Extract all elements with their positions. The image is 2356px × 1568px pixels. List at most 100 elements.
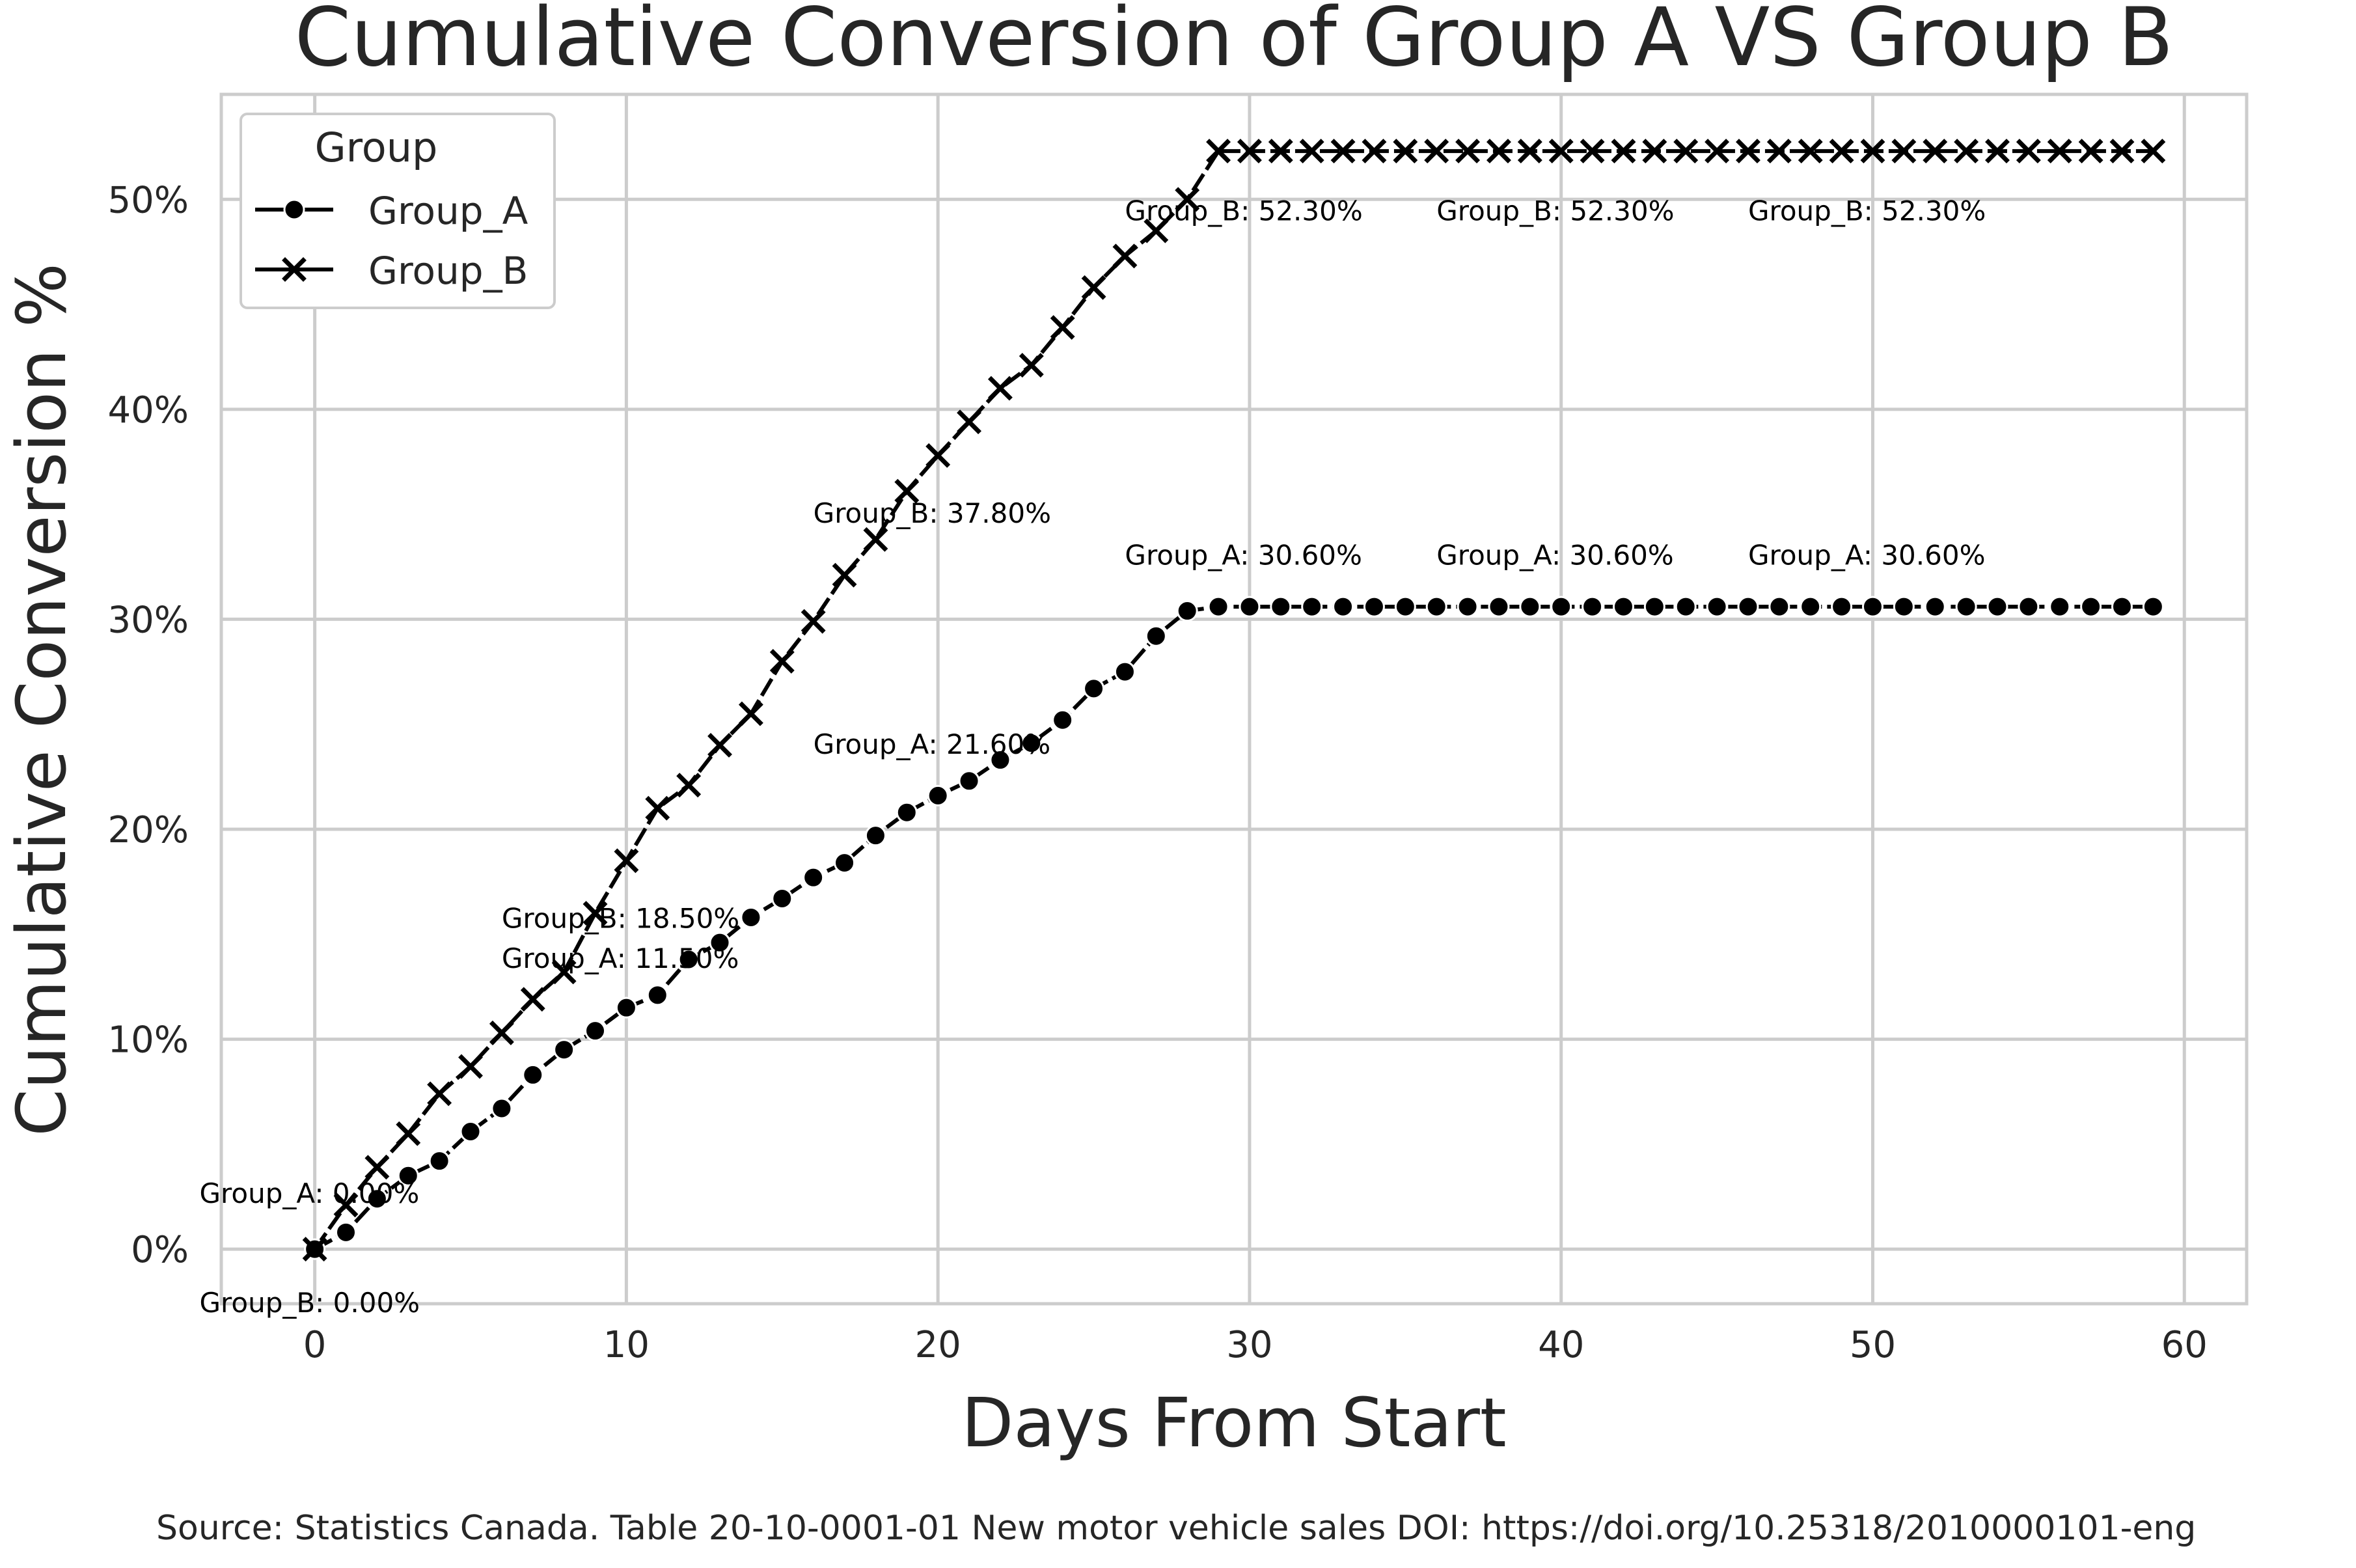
group-a-point <box>397 1164 419 1187</box>
group-b-point <box>801 609 826 634</box>
group-a-point <box>335 1221 357 1243</box>
group-b-point <box>1580 139 1605 164</box>
annotation-label: Group_A: 30.60% <box>1436 540 1674 571</box>
group-b-point <box>1705 139 1730 164</box>
group-b-point <box>1923 139 1948 164</box>
group-b-point <box>1206 139 1231 164</box>
x-axis-label: Days From Start <box>961 1383 1506 1463</box>
group-b-point <box>302 1237 327 1262</box>
group-a-point <box>584 1020 607 1042</box>
annotation-label: Group_A: 30.60% <box>1125 540 1362 571</box>
group-b-point <box>1424 139 1449 164</box>
group-a-point <box>1239 596 1261 618</box>
annotation-label: Group_A: 21.60% <box>814 728 1051 760</box>
group-a-point <box>864 825 886 847</box>
group-a-point <box>1020 732 1043 754</box>
group-b-point <box>832 562 857 588</box>
group-b-point <box>1611 139 1636 164</box>
group-a-point <box>1893 596 1915 618</box>
group-a-point <box>1052 709 1074 731</box>
group-b-point <box>1985 139 2010 164</box>
group-a-point <box>1737 596 1759 618</box>
group-a-point <box>1176 600 1198 622</box>
group-b-point <box>1517 139 1542 164</box>
group-b-point <box>1642 139 1667 164</box>
group-b-line <box>313 149 2154 1250</box>
group-b-point <box>458 1054 483 1079</box>
group-a-point <box>1861 596 1883 618</box>
group-a-point <box>989 749 1011 771</box>
legend-title: Group <box>315 124 438 171</box>
group-b-point <box>1736 139 1760 164</box>
annotation-label: Group_B: 0.00% <box>199 1287 420 1319</box>
group-a-point <box>1643 596 1665 618</box>
group-b-point <box>1299 139 1324 164</box>
group-b-point <box>396 1121 421 1146</box>
y-tick-labels: 0% 10% 20% 30% 40% 50% <box>108 179 189 1271</box>
group-a-point <box>1083 678 1105 700</box>
group-a-point <box>678 948 700 970</box>
group-b-point <box>1330 139 1356 164</box>
group-a-point <box>896 801 918 823</box>
annotation-label: Group_B: 37.80% <box>814 497 1051 529</box>
group-b-point <box>1268 139 1293 164</box>
group-a-point <box>1207 596 1229 618</box>
x-tick-label: 0 <box>303 1324 327 1366</box>
annotations: Group_A: 0.00% Group_B: 0.00% Group_A: 11.… <box>199 195 1986 1319</box>
annotation-label: Group_A: 0.00% <box>199 1177 419 1209</box>
group-b-point <box>707 733 732 758</box>
annotation-label: Group_B: 52.30% <box>1436 195 1674 227</box>
group-b-point <box>582 901 608 926</box>
group-b-point <box>333 1192 359 1218</box>
y-tick-label: 10% <box>108 1019 189 1062</box>
group-b-point <box>427 1081 452 1107</box>
annotation-label: Group_B: 52.30% <box>1125 195 1362 227</box>
group-b-point <box>489 1020 514 1045</box>
group-b-point <box>1393 139 1418 164</box>
x-tick-label: 50 <box>1850 1324 1896 1366</box>
group-a-point <box>646 984 668 1006</box>
group-b-point <box>1860 139 1885 164</box>
series-lines <box>313 149 2154 1251</box>
group-b-point <box>925 443 951 468</box>
group-a-point <box>1955 596 1977 618</box>
group-b-point <box>1548 139 1574 164</box>
grid <box>221 94 2247 1304</box>
group-b-point <box>1829 139 1854 164</box>
group-a-point <box>1363 596 1385 618</box>
group-b-point <box>1766 139 1792 164</box>
annotation-label: Group_A: 11.50% <box>502 942 739 974</box>
group-a-point <box>1612 596 1634 618</box>
group-a-point <box>1114 661 1136 683</box>
group-a-point <box>771 887 793 909</box>
group-a-point <box>1145 625 1167 647</box>
group-a-point <box>491 1097 513 1120</box>
group-a-point <box>2080 596 2102 618</box>
group-a-point <box>428 1150 450 1172</box>
group-a-point <box>1550 596 1572 618</box>
group-b-point <box>1954 139 1979 164</box>
group-b-point <box>1486 139 1511 164</box>
group-b-point <box>1144 218 1169 243</box>
group-b-point <box>894 478 920 504</box>
group-a-point <box>1675 596 1697 618</box>
y-tick-label: 40% <box>108 389 189 432</box>
group-a-point <box>1706 596 1728 618</box>
annotation-label: Group_A: 30.60% <box>1748 540 1986 571</box>
group-a-point <box>1800 596 1822 618</box>
group-b-point <box>1112 243 1138 269</box>
group-a-point <box>740 906 762 928</box>
legend-marker-group-a <box>283 199 305 221</box>
group-b-point <box>1673 139 1699 164</box>
group-a-point <box>802 866 825 888</box>
group-b-point <box>2016 139 2041 164</box>
y-axis-label: Cumulative Conversion % <box>2 263 81 1136</box>
group-a-point <box>366 1188 388 1210</box>
x-tick-labels: 0 10 20 30 40 50 60 <box>303 1324 2208 1366</box>
group-a-point <box>958 770 980 792</box>
group-a-point <box>2142 596 2164 618</box>
y-tick-label: 30% <box>108 599 189 641</box>
group-b-point <box>957 409 981 435</box>
source-note: Source: Statistics Canada. Table 20-10-0… <box>156 1509 2197 1548</box>
group-b-point <box>2141 139 2166 164</box>
